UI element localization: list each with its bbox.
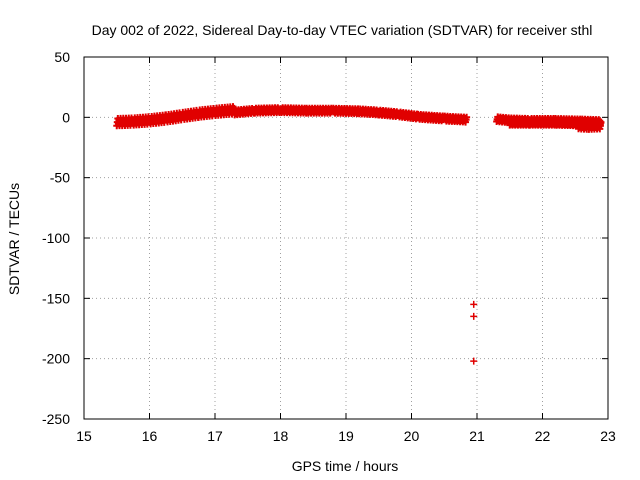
y-tick-label: 0 xyxy=(62,109,70,125)
data-point xyxy=(597,119,605,127)
x-tick-label: 20 xyxy=(404,428,420,444)
data-point xyxy=(463,113,471,121)
y-tick-label: -100 xyxy=(42,230,70,246)
x-tick-label: 15 xyxy=(76,428,92,444)
x-tick-label: 19 xyxy=(338,428,354,444)
y-tick-label: -50 xyxy=(50,170,70,186)
x-axis-label: GPS time / hours xyxy=(292,458,399,474)
y-tick-label: -200 xyxy=(42,351,70,367)
y-tick-label: 50 xyxy=(54,49,70,65)
y-axis-label: SDTVAR / TECUs xyxy=(6,183,22,295)
y-tick-label: -150 xyxy=(42,290,70,306)
x-tick-label: 22 xyxy=(535,428,551,444)
chart-title: Day 002 of 2022, Sidereal Day-to-day VTE… xyxy=(92,22,593,38)
data-points xyxy=(113,103,605,365)
axis-ticks xyxy=(83,56,609,420)
x-tick-label: 17 xyxy=(207,428,223,444)
y-tick-label: -250 xyxy=(42,411,70,427)
x-tick-label: 23 xyxy=(600,428,616,444)
tick-labels: 15 16 17 18 19 20 21 22 23 50 0 -50 -100 -150 -200 -250 xyxy=(42,49,616,444)
x-tick-label: 21 xyxy=(469,428,485,444)
outlier-point xyxy=(470,357,478,365)
x-tick-label: 18 xyxy=(273,428,289,444)
x-tick-label: 16 xyxy=(142,428,158,444)
outlier-point xyxy=(470,312,478,320)
outlier-point xyxy=(470,300,478,308)
